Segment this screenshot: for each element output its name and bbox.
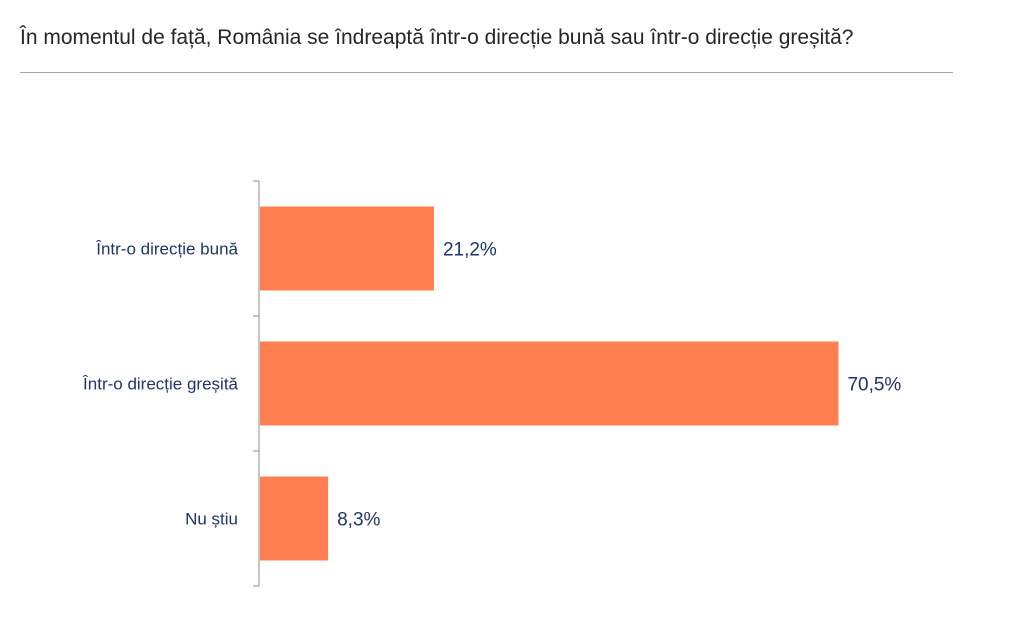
value-label: 21,2% xyxy=(443,240,497,261)
bar xyxy=(260,206,434,291)
chart-question-title: În momentul de față, România se îndreapt… xyxy=(20,26,854,49)
value-label: 8,3% xyxy=(337,510,380,531)
category-label: Nu știu xyxy=(185,510,238,529)
category-label: Într-o direcție greșită xyxy=(82,375,238,394)
bar xyxy=(260,476,329,561)
value-label: 70,5% xyxy=(847,375,901,396)
title-divider xyxy=(20,72,953,73)
category-label: Într-o direcție bună xyxy=(95,240,238,259)
bar xyxy=(260,341,839,426)
